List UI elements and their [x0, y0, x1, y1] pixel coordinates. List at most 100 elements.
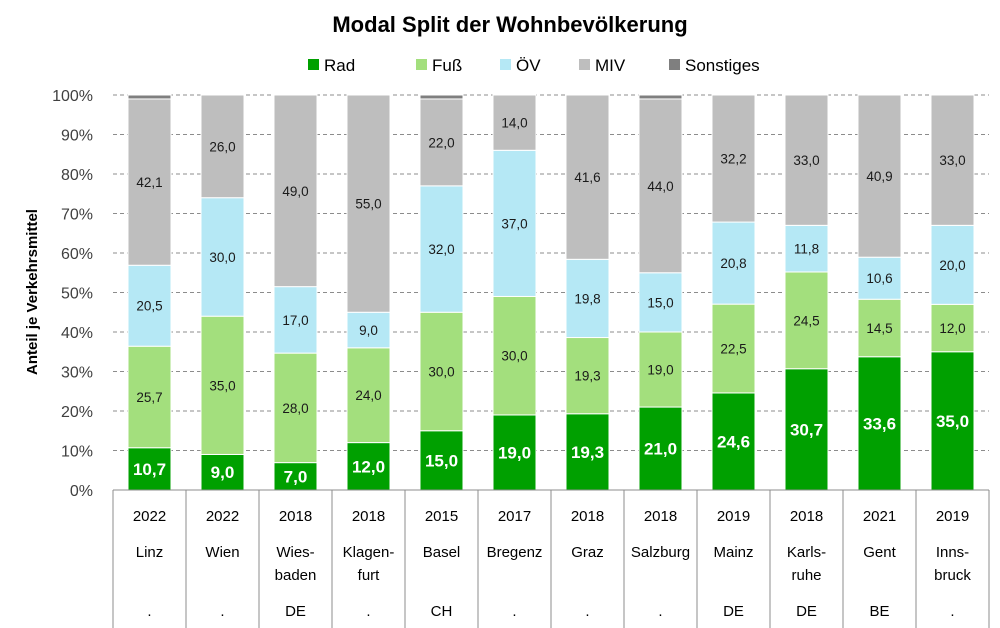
- bar-stack-graz: 19,3 19,3 19,8 41,6: [565, 94, 610, 491]
- bar-stack-klagenfurt: 12,0 24,0 9,0 55,0: [346, 94, 391, 491]
- bar-stack-gent: 33,6 14,5 10,6 40,9: [857, 94, 902, 491]
- data-label: 7,0: [284, 467, 308, 486]
- bar-segment-v: [638, 272, 683, 333]
- bar-segment-v: [127, 264, 172, 347]
- bar-segment-fu: [492, 295, 537, 416]
- bar-segment-rad: [127, 447, 172, 491]
- category-city: Bregenz: [487, 544, 543, 561]
- chart-title: Modal Split der Wohnbevölkerung: [332, 12, 687, 37]
- category-label: 2022 Wien.: [205, 508, 239, 620]
- category-year: 2019: [717, 508, 750, 525]
- bar-stack-bregenz: 19,0 30,0 37,0 14,0: [492, 94, 537, 491]
- category-country: .: [585, 603, 589, 620]
- category-city: Wien: [205, 544, 239, 561]
- data-label: 19,0: [647, 363, 673, 378]
- legend-item-rad: Rad: [308, 56, 355, 75]
- data-label: 19,0: [498, 443, 531, 462]
- legend-item-fu: Fuß: [416, 56, 462, 75]
- data-label: 28,0: [282, 401, 308, 416]
- data-label: 26,0: [209, 139, 235, 154]
- data-label: 22,0: [428, 135, 454, 150]
- category-year: 2018: [571, 508, 604, 525]
- legend-label: Sonstiges: [685, 56, 760, 75]
- bar-segment-miv: [492, 94, 537, 151]
- data-label: 30,0: [501, 349, 527, 364]
- category-country: .: [512, 603, 516, 620]
- data-label: 40,9: [866, 169, 892, 184]
- data-label: 24,0: [355, 388, 381, 403]
- legend-swatch: [308, 59, 319, 70]
- bar-segment-v: [419, 185, 464, 313]
- category-year: 2018: [279, 508, 312, 525]
- bar-segment-fu: [419, 311, 464, 432]
- category-label: 2019 Inns-bruck.: [934, 508, 971, 620]
- category-label: 2015 Basel CH: [423, 508, 461, 620]
- data-label: 19,3: [574, 369, 600, 384]
- category-year: 2015: [425, 508, 458, 525]
- category-city: Wies-: [276, 544, 314, 561]
- bar-segment-miv: [200, 94, 245, 199]
- category-country: DE: [723, 603, 744, 620]
- legend-item-miv: MIV: [579, 56, 626, 75]
- category-city: ruhe: [791, 567, 821, 584]
- bar-segment-miv: [419, 98, 464, 187]
- data-label: 49,0: [282, 184, 308, 199]
- data-label: 44,0: [647, 179, 673, 194]
- data-label: 15,0: [425, 451, 458, 470]
- category-city: Gent: [863, 544, 896, 561]
- category-city: Inns-: [936, 544, 969, 561]
- category-city: Karls-: [787, 544, 826, 561]
- bar-segment-v: [857, 256, 902, 300]
- data-label: 19,3: [571, 443, 604, 462]
- legend-label: ÖV: [516, 56, 541, 75]
- category-country: .: [366, 603, 370, 620]
- data-label: 9,0: [359, 323, 378, 338]
- category-year: 2018: [352, 508, 385, 525]
- data-label: 14,5: [866, 321, 892, 336]
- data-label: 35,0: [936, 412, 969, 431]
- data-label: 33,6: [863, 414, 896, 433]
- bar-segment-miv: [784, 94, 829, 226]
- bar-segment-v: [273, 286, 318, 354]
- category-label: 2022 Linz.: [133, 508, 166, 620]
- y-tick-label: 50%: [61, 286, 93, 303]
- bar-segment-miv: [638, 98, 683, 274]
- data-label: 11,8: [794, 242, 819, 257]
- category-label: 2019 Mainz DE: [713, 508, 753, 620]
- data-label: 22,5: [720, 342, 746, 357]
- bar-stack-karlsruhe: 30,7 24,5 11,8 33,0: [784, 94, 829, 491]
- data-label: 25,7: [136, 390, 162, 405]
- bar-segment-v: [200, 197, 245, 317]
- category-city: furt: [358, 567, 381, 584]
- bar-stack-wien: 9,0 35,0 30,0 26,0: [200, 94, 245, 491]
- bar-segment-fu: [638, 331, 683, 408]
- category-label: 2021 Gent BE: [863, 508, 897, 620]
- y-tick-label: 100%: [52, 88, 93, 105]
- bar-stack-basel: 15,0 30,0 32,0 22,0: [419, 94, 464, 491]
- bar-stack-mainz: 24,6 22,5 20,8 32,2: [711, 94, 756, 491]
- bar-segment-sonstiges: [419, 94, 464, 100]
- category-country: CH: [431, 603, 453, 620]
- category-country: .: [220, 603, 224, 620]
- data-label: 9,0: [211, 463, 235, 482]
- legend-swatch: [579, 59, 590, 70]
- category-country: .: [147, 603, 151, 620]
- category-year: 2017: [498, 508, 531, 525]
- data-label: 24,5: [793, 313, 819, 328]
- category-city: Basel: [423, 544, 461, 561]
- data-label: 42,1: [136, 175, 162, 190]
- legend-swatch: [416, 59, 427, 70]
- category-year: 2019: [936, 508, 969, 525]
- category-city: Graz: [571, 544, 604, 561]
- data-label: 37,0: [501, 216, 527, 231]
- bar-segment-sonstiges: [127, 94, 172, 100]
- bar-segment-fu: [273, 352, 318, 464]
- data-label: 32,0: [428, 242, 454, 257]
- category-year: 2022: [133, 508, 166, 525]
- category-label: 2018 Salzburg.: [631, 508, 690, 620]
- bar-segment-fu: [857, 298, 902, 358]
- bar-segment-v: [930, 224, 975, 305]
- data-label: 14,0: [501, 116, 527, 131]
- bar-segment-v: [711, 221, 756, 305]
- bar-segment-fu: [200, 315, 245, 455]
